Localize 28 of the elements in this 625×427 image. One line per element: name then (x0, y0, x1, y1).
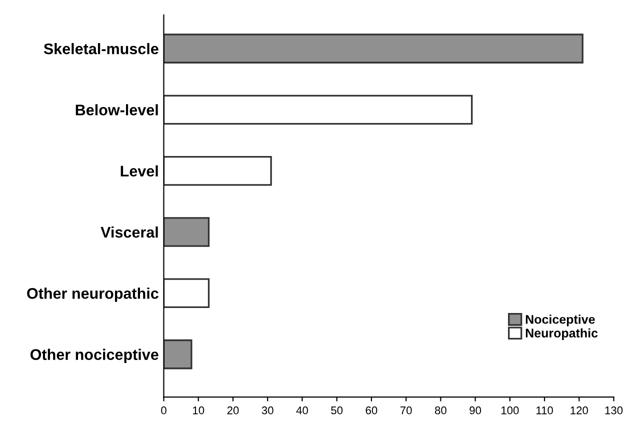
bar (164, 217, 210, 247)
bar (164, 94, 473, 125)
bar (164, 278, 210, 308)
x-tick-label: 20 (227, 406, 239, 414)
x-tick-label: 130 (605, 406, 623, 414)
x-tick-label: 0 (161, 406, 166, 414)
bar (164, 34, 584, 64)
bar (164, 339, 192, 370)
x-tick-label: 100 (501, 406, 519, 414)
legend-label: Neuropathic (526, 328, 598, 340)
x-tick-label: 110 (536, 406, 553, 414)
x-tick-label: 70 (400, 406, 412, 414)
y-tick-label: Visceral (100, 226, 158, 238)
x-tick-label: 80 (434, 406, 446, 414)
legend-label: Nociceptive (526, 314, 595, 326)
x-tick-label: 90 (470, 406, 482, 414)
x-tick-label: 10 (193, 406, 204, 414)
x-tick-label: 50 (331, 406, 343, 414)
y-tick-label: Level (120, 165, 158, 177)
y-tick-label: Other nociceptive (30, 348, 158, 364)
x-tick-label: 120 (570, 406, 588, 414)
bar (164, 156, 272, 186)
x-tick-label: 60 (366, 406, 378, 414)
y-tick-label: Other neuropathic (27, 288, 158, 302)
y-tick-label: Below-level (76, 104, 158, 116)
x-tick-label: 30 (262, 406, 274, 414)
y-tick-label: Skeletal-muscle (44, 43, 158, 54)
x-tick-label: 40 (296, 406, 308, 414)
